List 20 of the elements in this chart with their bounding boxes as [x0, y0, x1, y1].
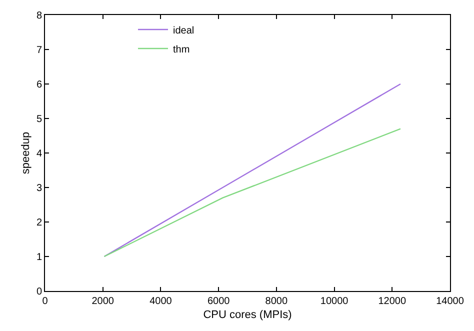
y-axis-title: speedup	[20, 132, 32, 174]
y-tick-label: 8	[36, 10, 42, 22]
y-tick-label: 6	[36, 80, 42, 90]
x-tick-label: 12000	[378, 296, 406, 307]
x-axis-title: CPU cores (MPIs)	[203, 309, 292, 322]
x-tick-label: 2000	[92, 296, 114, 307]
y-tick-label: 4	[36, 148, 42, 160]
y-tick-label: 0	[36, 286, 42, 298]
x-tick-label: 8000	[265, 296, 288, 307]
y-tick-label: 5	[36, 114, 42, 125]
x-tick-label: 10000	[320, 296, 349, 307]
x-tick-label: 14000	[436, 296, 464, 307]
y-tick-label: 1	[36, 252, 42, 263]
legend-label: ideal	[173, 25, 194, 36]
x-tick-label: 6000	[207, 296, 230, 307]
y-tick-label: 2	[36, 218, 42, 228]
x-tick-label: 4000	[150, 296, 172, 307]
legend-label: thm	[173, 44, 190, 56]
y-tick-label: 7	[36, 45, 42, 56]
y-tick-label: 3	[36, 183, 42, 194]
